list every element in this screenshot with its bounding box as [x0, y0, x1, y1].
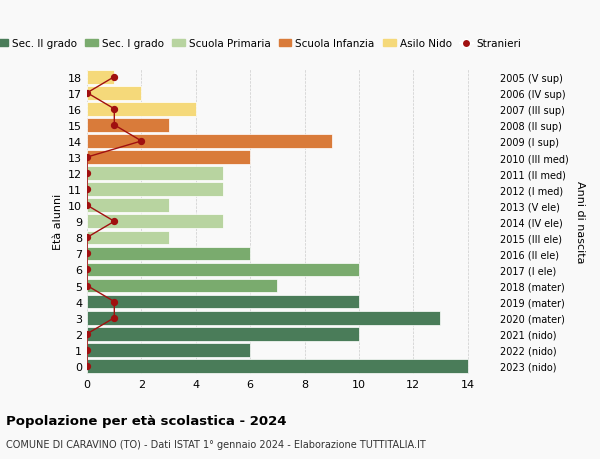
Bar: [87, 295, 359, 309]
Text: Popolazione per età scolastica - 2024: Popolazione per età scolastica - 2024: [6, 414, 287, 428]
Point: [137, 138, 146, 146]
Point: [110, 74, 119, 81]
Point: [82, 330, 92, 338]
Point: [110, 106, 119, 113]
Bar: [87, 135, 332, 148]
Point: [82, 347, 92, 354]
Bar: [87, 327, 359, 341]
Point: [82, 186, 92, 193]
Bar: [87, 119, 169, 132]
Bar: [87, 167, 223, 180]
Point: [110, 122, 119, 129]
Point: [82, 90, 92, 97]
Point: [82, 363, 92, 370]
Point: [82, 202, 92, 209]
Point: [110, 314, 119, 322]
Point: [82, 170, 92, 177]
Bar: [87, 199, 169, 213]
Bar: [87, 183, 223, 196]
Bar: [87, 71, 115, 84]
Point: [82, 282, 92, 290]
Bar: [87, 343, 250, 357]
Point: [110, 218, 119, 225]
Bar: [87, 247, 250, 261]
Bar: [87, 311, 440, 325]
Bar: [87, 87, 142, 101]
Bar: [87, 103, 196, 117]
Bar: [87, 279, 277, 293]
Point: [82, 266, 92, 274]
Point: [110, 298, 119, 306]
Point: [82, 250, 92, 257]
Point: [82, 154, 92, 162]
Y-axis label: Anni di nascita: Anni di nascita: [575, 181, 585, 263]
Bar: [87, 263, 359, 277]
Point: [82, 234, 92, 241]
Bar: [87, 215, 223, 229]
Bar: [87, 151, 250, 164]
Text: COMUNE DI CARAVINO (TO) - Dati ISTAT 1° gennaio 2024 - Elaborazione TUTTITALIA.I: COMUNE DI CARAVINO (TO) - Dati ISTAT 1° …: [6, 440, 426, 449]
Bar: [87, 359, 467, 373]
Bar: [87, 231, 169, 245]
Y-axis label: Età alunni: Età alunni: [53, 194, 62, 250]
Legend: Sec. II grado, Sec. I grado, Scuola Primaria, Scuola Infanzia, Asilo Nido, Stran: Sec. II grado, Sec. I grado, Scuola Prim…: [0, 35, 526, 53]
